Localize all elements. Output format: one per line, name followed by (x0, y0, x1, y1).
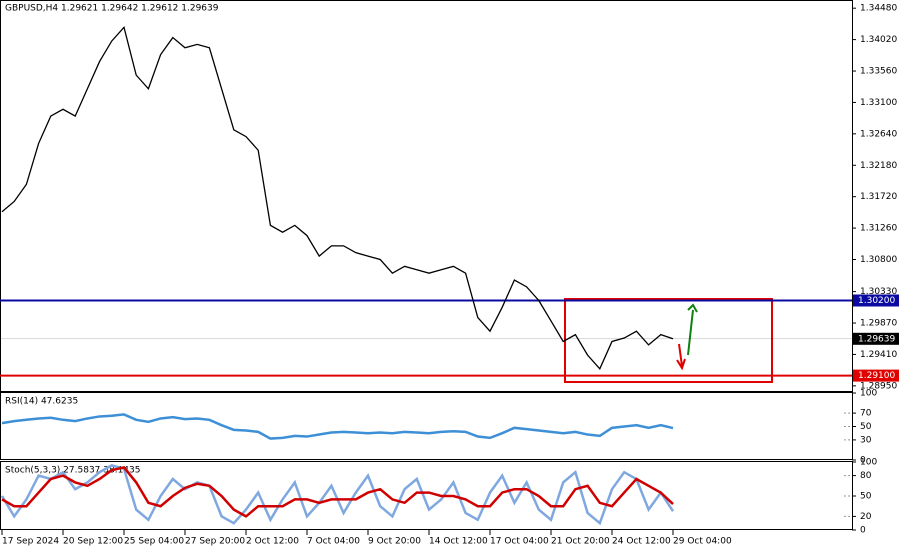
y-tick-label: 1.28950 (860, 381, 897, 391)
panel-title: RSI(14) 47.6235 (5, 397, 78, 407)
x-tick-label: 21 Oct 20:00 (551, 537, 610, 547)
x-tick-label: 17 Oct 04:00 (490, 537, 549, 547)
level-label-box (853, 332, 899, 345)
up-arrow (687, 303, 698, 356)
x-tick-label: 9 Oct 20:00 (368, 537, 421, 547)
x-tick-label: 20 Sep 12:00 (63, 537, 123, 547)
y-tick-label: 100 (860, 458, 877, 468)
panel-title: Stoch(5,3,3) 27.5837 38.1435 (5, 466, 140, 476)
x-tick-label: 17 Sep 2024 (2, 537, 59, 547)
level-label: 1.29639 (858, 334, 895, 344)
x-tick-label: 25 Sep 04:00 (124, 537, 184, 547)
x-tick-label: 27 Sep 20:00 (185, 537, 245, 547)
panel-title: GBPUSD,H4 1.29621 1.29642 1.29612 1.2963… (5, 4, 219, 14)
y-tick-label: 50 (860, 422, 872, 432)
x-tick-label: 29 Oct 04:00 (673, 537, 732, 547)
x-tick-label: 24 Oct 12:00 (612, 537, 671, 547)
y-tick-label: 0 (860, 456, 866, 466)
y-tick-label: 1.33100 (860, 98, 897, 108)
y-tick-label: 1.30330 (860, 287, 897, 297)
y-tick-label: 1.32640 (860, 129, 897, 139)
y-tick-label: 50 (860, 492, 872, 502)
y-tick-label: 0 (860, 526, 866, 536)
y-tick-label: 70 (860, 409, 872, 419)
y-tick-label: 1.34480 (860, 4, 897, 14)
y-tick-label: 100 (860, 389, 877, 399)
y-tick-label: 30 (860, 435, 872, 445)
price-panel (0, 0, 853, 392)
y-tick-label: 1.29410 (860, 350, 897, 360)
y-tick-label: 1.31260 (860, 224, 897, 234)
x-tick-label: 7 Oct 04:00 (307, 537, 360, 547)
y-tick-label: 1.31720 (860, 192, 897, 202)
y-tick-label: 1.32180 (860, 161, 897, 171)
x-tick-label: 14 Oct 12:00 (429, 537, 488, 547)
y-tick-label: 80 (860, 471, 872, 481)
level-label-box (853, 369, 899, 382)
y-tick-label: 1.33560 (860, 67, 897, 77)
y-tick-label: 1.34020 (860, 35, 897, 45)
series-line (1, 466, 674, 518)
y-tick-label: 20 (860, 512, 872, 522)
down-arrow (676, 343, 686, 371)
series-line (1, 413, 674, 440)
x-tick-label: 2 Oct 12:00 (246, 537, 299, 547)
series-line (1, 25, 674, 370)
level-label-box (853, 294, 899, 307)
level-label: 1.30200 (858, 296, 895, 306)
y-tick-label: 1.29870 (860, 319, 897, 329)
y-tick-label: 1.30800 (860, 255, 897, 265)
plot-layer: GBPUSD,H4 1.29621 1.29642 1.29612 1.2963… (0, 4, 899, 547)
level-label: 1.29100 (858, 371, 895, 381)
